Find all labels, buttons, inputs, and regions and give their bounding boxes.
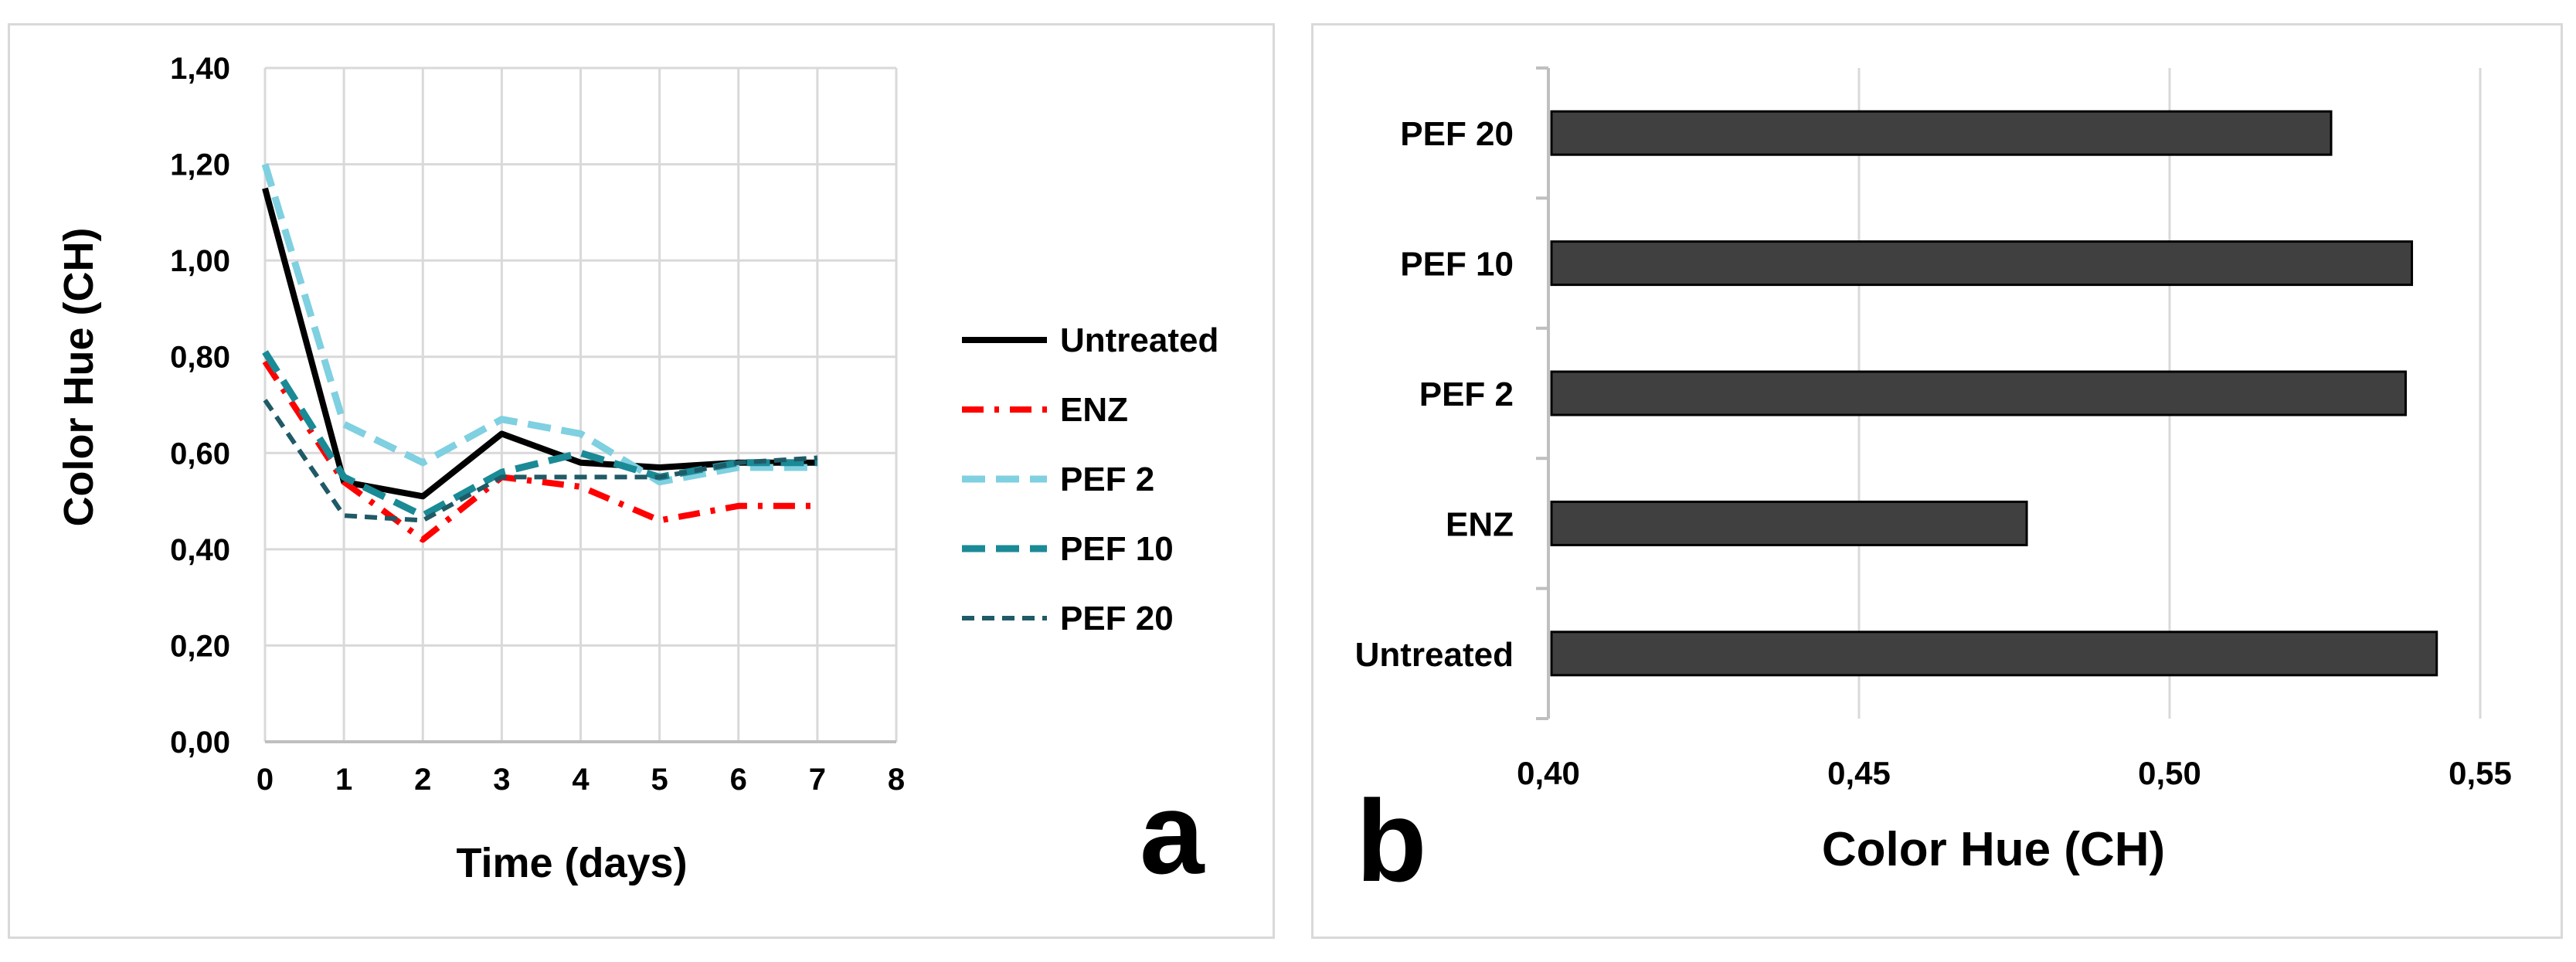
a-y-tick-labels: 0,00 0,20 0,40 0,60 0,80 1,00 1,20 1,40 (170, 52, 230, 760)
b-x-tick-label: 0,45 (1827, 755, 1891, 791)
a-legend-label: PEF 20 (1060, 600, 1174, 637)
line-chart-a: 0 1 2 3 4 5 6 7 8 0,00 0,20 0,40 0,60 0,80 1,00 1,20 1,… (56, 52, 1218, 898)
b-x-tick-label: 0,55 (2449, 755, 2512, 791)
a-series-line-pef-20 (263, 399, 818, 523)
a-x-tick-label: 5 (651, 763, 668, 797)
b-bar-enz (1550, 500, 2028, 546)
a-x-axis-label: Time (days) (456, 840, 687, 886)
a-y-tick-label: 1,20 (170, 148, 230, 182)
b-category-label: PEF 2 (1419, 376, 1514, 413)
b-category-label: PEF 10 (1400, 246, 1514, 284)
b-x-tick-label: 0,50 (2138, 755, 2201, 791)
a-y-tick-label: 1,00 (170, 244, 230, 278)
a-y-tick-label: 0,60 (170, 437, 230, 471)
a-x-tick-label: 6 (730, 763, 747, 797)
chart-b-panel (1311, 23, 2563, 939)
b-bar-pef-2 (1550, 370, 2408, 416)
a-x-tick-label: 3 (493, 763, 510, 797)
a-gridlines (263, 66, 898, 743)
b-bar-pef-20 (1550, 110, 2333, 156)
a-x-tick-labels: 0 1 2 3 4 5 6 7 8 (257, 763, 905, 797)
a-y-tick-label: 0,40 (170, 533, 230, 567)
a-y-tick-label: 1,40 (170, 52, 230, 86)
a-x-tick-label: 1 (335, 763, 352, 797)
b-bars (1550, 110, 2438, 677)
b-x-tick-label: 0,40 (1517, 755, 1580, 791)
b-category-label: Untreated (1355, 636, 1514, 674)
b-axes (1536, 66, 1550, 720)
a-x-tick-label: 0 (257, 763, 274, 797)
b-category-labels: PEF 20 PEF 10 PEF 2 ENZ Untreated (1355, 115, 1514, 674)
a-y-tick-label: 0,00 (170, 726, 230, 760)
b-x-tick-labels: 0,40 0,45 0,50 0,55 (1517, 755, 2512, 791)
a-series-lines (261, 163, 818, 543)
b-category-label: ENZ (1446, 505, 1514, 543)
a-y-axis-label: Color Hue (CH) (56, 228, 102, 527)
a-series-line-pef-2 (261, 163, 817, 486)
b-bar-untreated (1550, 631, 2438, 677)
a-x-tick-label: 2 (414, 763, 431, 797)
a-panel-label: a (1140, 768, 1205, 898)
a-series-line-untreated (262, 187, 817, 500)
b-panel-label: b (1356, 776, 1427, 906)
a-series-line-enz (262, 359, 817, 543)
a-x-tick-label: 7 (809, 763, 826, 797)
a-x-tick-label: 4 (572, 763, 590, 797)
a-legend-label: PEF 10 (1060, 530, 1174, 568)
a-legend-label: ENZ (1060, 391, 1128, 429)
a-legend-label: Untreated (1060, 321, 1218, 359)
a-x-tick-label: 8 (888, 763, 905, 797)
a-series-line-pef-10 (262, 350, 817, 519)
a-y-tick-label: 0,20 (170, 629, 230, 663)
a-y-tick-label: 0,80 (170, 341, 230, 375)
b-x-axis-label: Color Hue (CH) (1822, 823, 2165, 876)
b-category-label: PEF 20 (1400, 115, 1514, 153)
a-legend: Untreated ENZ PEF 2 PEF 10 PEF 20 (962, 321, 1218, 637)
chart-a-panel (8, 23, 1275, 939)
b-bar-pef-10 (1550, 240, 2414, 287)
a-legend-label: PEF 2 (1060, 461, 1154, 498)
